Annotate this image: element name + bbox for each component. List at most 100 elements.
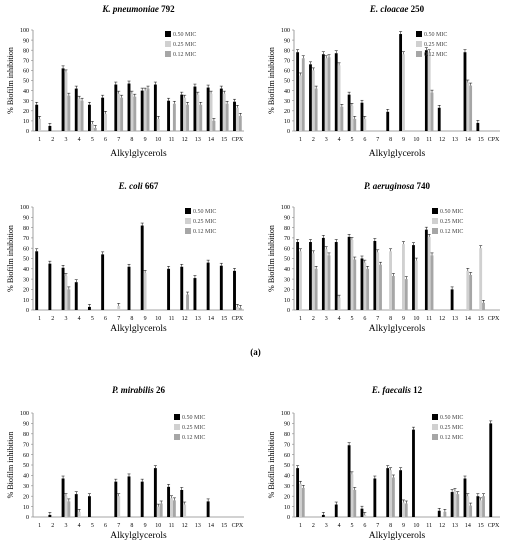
bar	[360, 102, 364, 131]
x-tick-label: 7	[376, 523, 379, 529]
bar	[117, 93, 121, 131]
x-tick-label: CPX	[488, 523, 500, 529]
x-tick-label: 15	[478, 523, 484, 529]
bar	[74, 88, 78, 131]
bar	[90, 123, 94, 131]
bar	[74, 494, 78, 517]
x-tick-label: 12	[439, 316, 445, 322]
y-tick-label: 60	[284, 453, 290, 459]
bar	[67, 501, 71, 517]
bar	[469, 505, 473, 517]
x-tick-label: 1	[299, 523, 302, 529]
chart-title-strain: 250	[408, 4, 424, 14]
x-tick-label: 1	[38, 137, 41, 143]
bar	[314, 88, 318, 131]
panel-label-a: (a)	[250, 347, 261, 357]
chart-title-species: E. faecalis	[371, 385, 411, 395]
x-tick-label: 7	[117, 523, 120, 529]
x-tick-label: 14	[465, 137, 471, 143]
legend-label: 0.25 MIC	[440, 425, 463, 431]
bar	[324, 249, 328, 310]
bar	[301, 58, 305, 131]
x-tick-label: 12	[182, 316, 188, 322]
x-tick-label: 15	[221, 137, 227, 143]
y-tick-label: 10	[284, 119, 290, 125]
x-tick-label: 15	[221, 523, 227, 529]
bar	[117, 305, 121, 310]
bar	[61, 68, 65, 131]
bar	[172, 103, 176, 131]
bar	[180, 266, 184, 310]
y-tick-label: 90	[23, 216, 29, 222]
bar	[350, 474, 354, 517]
bar	[38, 118, 42, 131]
bar	[235, 306, 239, 310]
x-tick-label: 10	[155, 316, 161, 322]
bar	[127, 476, 131, 517]
y-tick-label: 70	[23, 236, 29, 242]
x-tick-label: 15	[478, 137, 484, 143]
y-tick-label: 100	[20, 411, 29, 417]
x-tick-label: CPX	[488, 137, 500, 143]
x-tick-label: 15	[478, 316, 484, 322]
legend-swatch	[432, 228, 438, 234]
y-tick-label: 70	[23, 442, 29, 448]
x-tick-label: 15	[221, 316, 227, 322]
y-tick-label: 90	[284, 38, 290, 44]
x-tick-label: 14	[465, 523, 471, 529]
bar	[353, 259, 357, 310]
bar	[127, 266, 131, 310]
y-tick-label: 70	[284, 442, 290, 448]
bar	[450, 289, 454, 310]
y-tick-label: 40	[23, 474, 29, 480]
y-tick-label: 0	[26, 515, 29, 521]
bar	[466, 496, 470, 517]
bar	[334, 53, 338, 132]
bar	[222, 93, 226, 131]
bar	[301, 487, 305, 517]
bar	[309, 242, 312, 310]
y-tick-label: 80	[23, 48, 29, 54]
y-tick-label: 60	[23, 246, 29, 252]
bar	[153, 468, 157, 517]
y-tick-label: 20	[284, 288, 290, 294]
y-tick-label: 20	[284, 109, 290, 115]
bar	[117, 496, 121, 517]
legend-label: 0.12 MIC	[182, 435, 205, 441]
bar	[193, 278, 197, 310]
bar	[77, 98, 81, 131]
bar	[373, 240, 377, 310]
x-tick-label: 14	[208, 523, 214, 529]
x-tick-label: 11	[169, 316, 175, 322]
y-tick-label: 90	[284, 422, 290, 428]
x-tick-label: 9	[402, 523, 405, 529]
y-tick-label: 90	[23, 422, 29, 428]
x-tick-label: 8	[389, 523, 392, 529]
legend-label: 0.25 MIC	[173, 42, 196, 48]
y-axis-label: % Biofilm inhibition	[267, 47, 276, 114]
y-tick-label: 30	[284, 277, 290, 283]
legend-label: 0.25 MIC	[440, 219, 463, 225]
x-tick-label: 1	[299, 137, 302, 143]
chart-title-strain: 26	[154, 385, 166, 395]
bar	[347, 445, 351, 517]
y-tick-label: 10	[23, 505, 29, 511]
y-tick-label: 70	[284, 59, 290, 65]
bar	[402, 54, 405, 131]
x-tick-label: 5	[91, 523, 94, 529]
x-tick-label: 7	[117, 316, 120, 322]
y-tick-label: 0	[287, 129, 290, 135]
y-tick-label: 30	[284, 484, 290, 490]
y-tick-label: 20	[23, 288, 29, 294]
x-tick-label: 13	[452, 523, 458, 529]
x-tick-label: 10	[413, 523, 419, 529]
bar	[427, 236, 431, 310]
bar	[414, 260, 418, 310]
bar	[466, 270, 470, 310]
y-tick-label: 20	[23, 494, 29, 500]
bar	[321, 54, 325, 131]
legend-label: 0.12 MIC	[173, 52, 196, 58]
bar	[363, 118, 367, 131]
